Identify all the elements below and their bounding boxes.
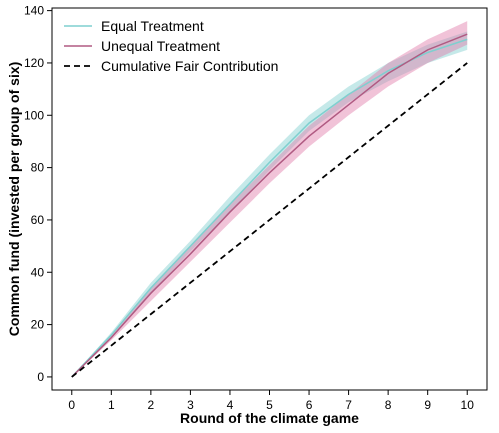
x-tick-label: 5: [266, 398, 273, 412]
x-tick-label: 7: [345, 398, 352, 412]
unequal-treatment-band: [71, 21, 468, 377]
x-tick-label: 2: [148, 398, 155, 412]
x-tick-label: 6: [306, 398, 313, 412]
legend-label-cumulative-fair-contribution: Cumulative Fair Contribution: [101, 58, 278, 74]
legend-label-unequal-treatment: Unequal Treatment: [101, 38, 220, 54]
confidence-bands: [71, 21, 468, 377]
x-tick-label: 8: [385, 398, 392, 412]
legend: Equal Treatment Unequal Treatment Cumulati…: [64, 18, 278, 74]
equal-treatment-band: [71, 31, 468, 377]
y-tick-label: 20: [31, 318, 45, 332]
x-tick-label: 3: [187, 398, 194, 412]
cumulative-fair-contribution-line: [71, 62, 468, 378]
y-tick-label: 140: [24, 4, 44, 18]
x-tick-label: 10: [461, 398, 475, 412]
y-tick-label: 120: [24, 56, 44, 70]
unequal-treatment-line: [71, 33, 468, 378]
legend-label-equal-treatment: Equal Treatment: [101, 18, 204, 34]
y-tick-label: 40: [31, 265, 45, 279]
x-tick-label: 9: [424, 398, 431, 412]
x-axis-label: Round of the climate game: [180, 410, 359, 426]
y-tick-label: 0: [37, 370, 44, 384]
y-tick-label: 80: [31, 161, 45, 175]
x-tick-label: 1: [108, 398, 115, 412]
y-axis-label: Common fund (invested per group of six): [6, 62, 22, 337]
x-tick-label: 4: [227, 398, 234, 412]
y-tick-label: 100: [24, 108, 44, 122]
x-axis-ticks: 0 1 2 3 4 5 6 7 8 9 10: [68, 390, 474, 412]
series-lines: [71, 33, 468, 378]
y-tick-label: 60: [31, 213, 45, 227]
y-axis-ticks: 0 20 40 60 80 100 120 140: [24, 4, 52, 384]
x-tick-label: 0: [68, 398, 75, 412]
equal-treatment-line: [71, 38, 468, 378]
